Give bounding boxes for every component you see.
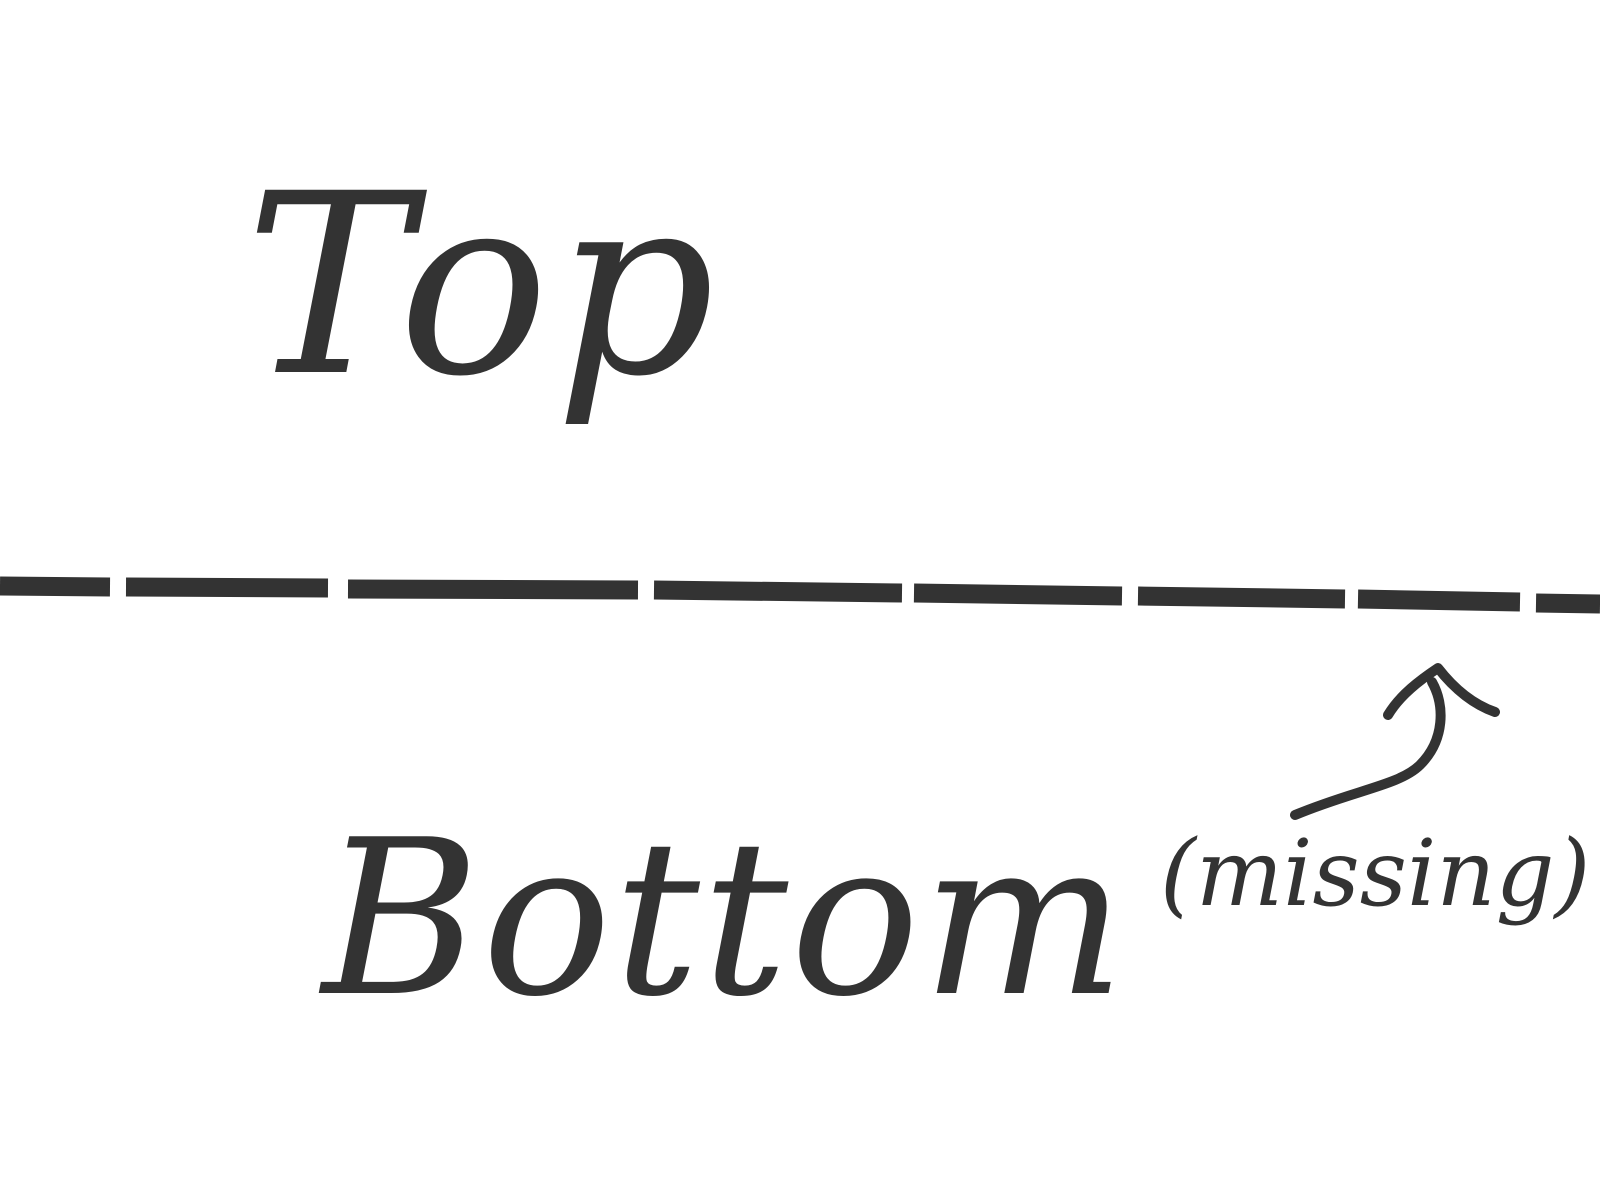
arrow-shaft — [1290, 677, 1446, 820]
bottom-label: Bottom — [318, 793, 1128, 1044]
divider-dash-3 — [347, 579, 639, 600]
divider-dash-1 — [0, 576, 111, 597]
divider-dash-2 — [125, 577, 329, 598]
arrow-icon — [1290, 663, 1500, 820]
divider-dash-5 — [913, 583, 1123, 606]
divider-line — [0, 576, 1600, 614]
divider-dash-4 — [653, 580, 903, 603]
divider-dash-8 — [1535, 593, 1600, 614]
missing-label: (missing) — [1160, 820, 1590, 927]
top-label: Top — [245, 140, 721, 431]
divider-dash-7 — [1357, 589, 1521, 612]
arrow-head — [1383, 663, 1500, 720]
divider-dash-6 — [1137, 586, 1346, 609]
